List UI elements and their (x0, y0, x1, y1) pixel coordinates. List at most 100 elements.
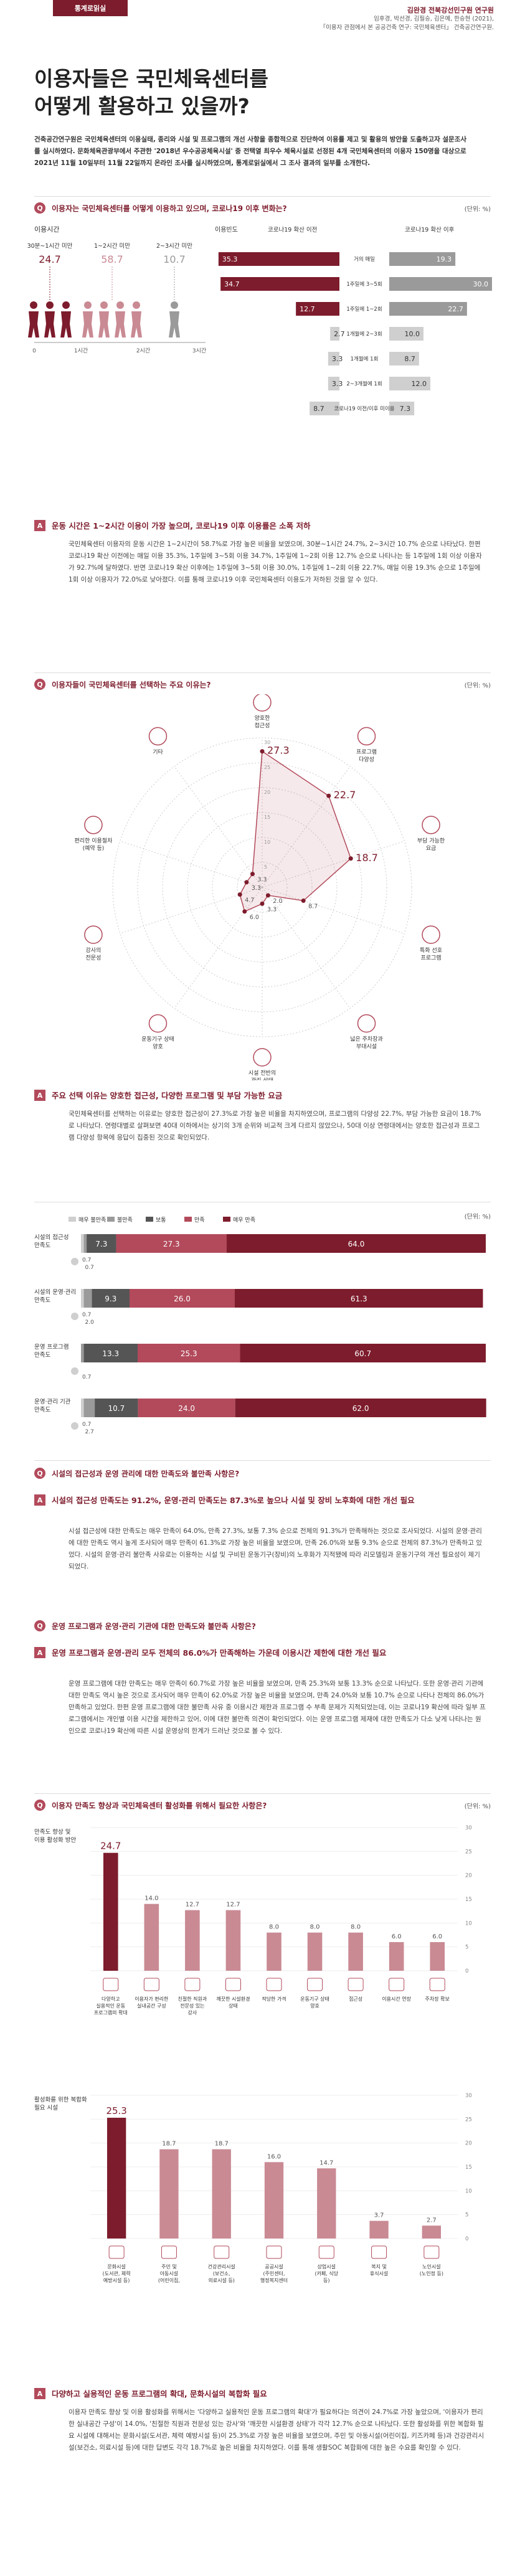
satisfaction-segment (235, 1289, 483, 1308)
satisfaction-small-label: 2.7 (85, 1429, 94, 1435)
radar-value-label: 8.7 (308, 903, 318, 910)
satisfaction-small-label: 0.7 (82, 1374, 91, 1380)
facility-bar (422, 2225, 442, 2239)
improvement-icon (143, 1978, 159, 1991)
freq-bar-before (220, 277, 339, 291)
satisfaction-category-label: 만족도 (34, 1407, 50, 1413)
improvement-value-label: 6.0 (432, 1933, 442, 1940)
facility-bar (317, 2168, 336, 2239)
satisfaction-category-label: 시설의 운영·관리 (34, 1289, 76, 1296)
satisfaction-segment (240, 1344, 486, 1362)
legend-swatch (69, 1217, 76, 1222)
q1-text: 이용자는 국민체육센터를 어떻게 이용하고 있으며, 코로나19 이후 변화는? (52, 204, 287, 213)
radar-value-label: 22.7 (334, 789, 356, 801)
reason-icon (422, 925, 440, 944)
improvement-bar (348, 1932, 363, 1971)
legend-label: 매우 만족 (233, 1217, 255, 1224)
radar-point (326, 793, 331, 798)
y-tick-label: 25 (465, 2116, 472, 2123)
time-tick-label: 1시간 (74, 347, 88, 354)
time-tick-label: 0 (32, 348, 36, 354)
time-tick-label: 3시간 (192, 347, 206, 354)
improvement-icon (266, 1978, 282, 1991)
facility-icon (423, 2245, 440, 2259)
person-icon (131, 311, 142, 337)
improvement-bar (103, 1852, 118, 1971)
radar-category-label: 요금 (426, 845, 437, 852)
legend-swatch (223, 1217, 230, 1222)
reason-icon (253, 1048, 272, 1067)
improvement-category-label: 이용시간 연장 (382, 1996, 411, 2002)
q6-header: Q 이용자 만족도 향상과 국민체육센터 활성화를 위해서 필요한 사항은? (34, 1798, 489, 1812)
satisfaction-category-label: 만족도 (34, 1297, 50, 1304)
time-category-label: 2~3시간 미만 (156, 243, 192, 250)
y-tick-label: 30 (465, 1825, 472, 1831)
facility-value-label: 3.7 (374, 2212, 384, 2219)
satisfaction-segment (235, 1399, 486, 1417)
improvement-charts: 만족도 향상 및이용 활성화 방안 0 5 10 15 20 25 30 24.7 다양하고실용적… (34, 1825, 472, 2283)
improvement-bar (389, 1942, 404, 1971)
a2-body: 국민체육센터를 선택하는 이유로는 양호한 접근성이 27.3%로 가장 높은 … (69, 1110, 481, 1141)
facility-category-label: (노인정 등) (420, 2270, 443, 2276)
authors: 김완경 전북강선민구원 연구원 임후경, 박선경, 김필승, 김은예, 한승현 … (288, 6, 494, 32)
radar-category-label: 넓은 주차장과 (350, 1036, 383, 1043)
title-line2: 어떻게 활용하고 있을까? (34, 94, 250, 118)
divider (34, 1793, 491, 1794)
radar-spoke (120, 841, 263, 888)
satisfaction-segment (138, 1344, 240, 1362)
freq-bar-after (389, 277, 492, 291)
facility-category-label: 주민 및 (161, 2263, 177, 2270)
a1-text: 운동 시간은 1~2시간 이용이 가장 높으며, 코로나19 이후 이용률은 소… (52, 521, 311, 531)
improvement-icon (389, 1978, 405, 1991)
facility-category-label: 복지 및 (371, 2263, 387, 2270)
facility-category-label: 행정복지센터 (260, 2277, 288, 2283)
q2-text: 이용자들이 국민체육센터를 선택하는 주요 이유는? (52, 680, 211, 689)
radar-tick-label: 20 (264, 790, 270, 795)
facility-value-label: 18.7 (215, 2141, 229, 2148)
freq-category-label: 1개월에 2~3회 (346, 331, 382, 337)
a6-body: 이용자 만족도 향상 및 이용 활성화를 위해서는 '다양하고 실용적인 운동 … (69, 2409, 485, 2451)
facility-icon (318, 2245, 334, 2259)
facility-icon (214, 2245, 230, 2259)
facility-category-label: 의료시설 등) (208, 2277, 234, 2283)
facility-category-label: (보건소, (213, 2270, 230, 2276)
legend-label: 만족 (194, 1217, 205, 1224)
freq-bar-after (389, 302, 467, 316)
satisfaction-category-label: 운영·관리 기관 (34, 1399, 71, 1405)
radar-spoke (174, 887, 263, 1009)
radar-value-label: 6.0 (250, 914, 259, 921)
radar-tick-label: 5 (264, 864, 267, 870)
facility-value-label: 14.7 (319, 2159, 333, 2166)
improvement-bar (225, 1910, 241, 1971)
radar-category-label: 양호한 (255, 715, 270, 722)
answer-icon: A (34, 1647, 45, 1658)
person-icon (116, 301, 124, 309)
a5-text: 운영 프로그램과 운영·관리 모두 전체의 86.0%가 만족해하는 가운데 이… (52, 1648, 387, 1658)
improvement-value-label: 14.0 (144, 1895, 158, 1902)
legend-label: 보통 (156, 1217, 166, 1224)
facility-category-label: 건강관리시설 (208, 2263, 235, 2270)
radar-value-label: 18.7 (356, 852, 378, 864)
improvement-bar (185, 1910, 200, 1971)
satisfaction-value-label: 60.7 (354, 1349, 371, 1358)
q5-header: Q 운영 프로그램과 운영·관리 기관에 대한 만족도와 불만족 사항은? (34, 1619, 489, 1633)
freq-value-after: 30.0 (473, 280, 489, 288)
improvement-category-label: 전문성 있는 (180, 2003, 204, 2009)
q6-text: 이용자 만족도 향상과 국민체육센터 활성화를 위해서 필요한 사항은? (52, 1801, 267, 1810)
person-icon (84, 301, 92, 309)
person-icon (82, 311, 93, 337)
reason-icon (84, 816, 103, 834)
person-icon (115, 311, 126, 337)
freq-value-before: 12.7 (300, 305, 315, 313)
improvement-icon (184, 1978, 201, 1991)
person-icon (62, 301, 70, 309)
satisfaction-value-label: 61.3 (351, 1295, 367, 1303)
satisfaction-value-label: 62.0 (352, 1404, 369, 1413)
satisfaction-category-label: 시설의 접근성 (34, 1234, 69, 1241)
a6-header: A 다양하고 실용적인 운동 프로그램의 확대, 문화시설의 복합화 필요 (34, 2388, 489, 2400)
a1-body: 국민체육센터 이용자의 운동 시간은 1~2시간이 58.7%로 가장 높은 비… (69, 540, 482, 583)
person-icon (60, 311, 72, 337)
facility-icon (266, 2245, 282, 2259)
y-tick-label: 15 (465, 2164, 472, 2171)
